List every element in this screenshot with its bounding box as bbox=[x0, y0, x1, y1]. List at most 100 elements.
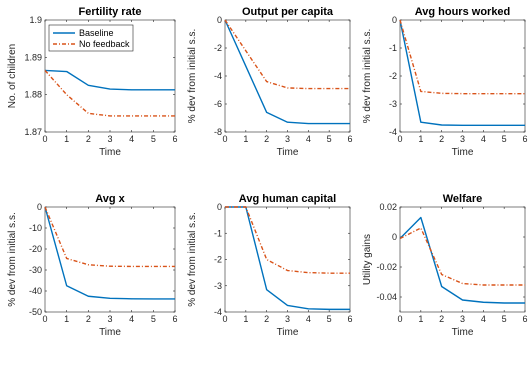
y-tick-label: -4 bbox=[389, 127, 397, 137]
y-axis-label: % dev from initial s.s. bbox=[187, 29, 198, 123]
x-tick-label: 1 bbox=[418, 134, 423, 144]
x-axis-label: Time bbox=[277, 327, 299, 338]
x-tick-label: 4 bbox=[129, 314, 134, 324]
y-tick-label: 1.9 bbox=[29, 15, 42, 25]
x-tick-label: 0 bbox=[42, 134, 47, 144]
y-tick-label: 0.02 bbox=[379, 202, 397, 212]
y-tick-label: -50 bbox=[29, 307, 42, 317]
y-tick-label: -4 bbox=[214, 307, 222, 317]
axes-box bbox=[44, 206, 176, 313]
x-tick-label: 6 bbox=[347, 134, 352, 144]
y-tick-label: -3 bbox=[389, 99, 397, 109]
x-tick-label: 6 bbox=[347, 314, 352, 324]
x-axis-label: Time bbox=[99, 327, 121, 338]
y-tick-label: -2 bbox=[389, 71, 397, 81]
chart-panel-3: Avg hours worked 0 1 2 3 4 5 6 -4 -3 -2 -1 0 Time % de… bbox=[362, 6, 528, 158]
x-tick-label: 5 bbox=[502, 134, 507, 144]
x-tick-label: 2 bbox=[439, 134, 444, 144]
chart-panel-6: Welfare 0 1 2 3 4 5 6 -0.04 -0.02 0 0.02 Time Utility… bbox=[362, 193, 528, 338]
x-tick-label: 3 bbox=[107, 134, 112, 144]
y-tick-label: 0 bbox=[392, 15, 397, 25]
x-tick-label: 2 bbox=[86, 134, 91, 144]
x-tick-label: 0 bbox=[397, 314, 402, 324]
x-tick-label: 3 bbox=[285, 314, 290, 324]
legend-box bbox=[48, 24, 134, 52]
x-tick-label: 5 bbox=[151, 134, 156, 144]
x-tick-label: 6 bbox=[172, 314, 177, 324]
y-tick-label: -0.02 bbox=[376, 262, 397, 272]
x-tick-label: 0 bbox=[397, 134, 402, 144]
x-tick-label: 4 bbox=[306, 314, 311, 324]
axes-box bbox=[224, 19, 351, 133]
y-axis-label: % dev from initial s.s. bbox=[7, 212, 18, 306]
y-tick-label: -6 bbox=[214, 99, 222, 109]
x-tick-label: 5 bbox=[151, 314, 156, 324]
y-tick-label: -4 bbox=[214, 71, 222, 81]
y-tick-label: -8 bbox=[214, 127, 222, 137]
x-axis-label: Time bbox=[452, 327, 474, 338]
y-tick-label: 0 bbox=[217, 202, 222, 212]
chart-title: Fertility rate bbox=[79, 6, 142, 18]
x-tick-label: 4 bbox=[481, 314, 486, 324]
chart-title: Avg human capital bbox=[239, 193, 336, 205]
x-tick-label: 2 bbox=[86, 314, 91, 324]
y-tick-label: -0.04 bbox=[376, 292, 397, 302]
series-line-baseline bbox=[44, 206, 175, 300]
x-tick-label: 1 bbox=[243, 134, 248, 144]
y-tick-label: 1.88 bbox=[24, 90, 42, 100]
series-line-baseline bbox=[44, 69, 175, 91]
series-line-baseline bbox=[399, 19, 525, 126]
y-tick-label: -2 bbox=[214, 255, 222, 265]
series-line-no-feedback bbox=[399, 227, 525, 286]
y-tick-label: -10 bbox=[29, 223, 42, 233]
series-line-baseline bbox=[224, 19, 350, 125]
chart-title: Avg x bbox=[95, 193, 125, 205]
chart-panel-1: Fertility rate 0 1 2 3 4 5 6 1.87 1.88 1.89 1.9 Time… bbox=[7, 6, 178, 158]
y-tick-label: -1 bbox=[389, 43, 397, 53]
x-axis-label: Time bbox=[452, 147, 474, 158]
y-tick-label: 1.87 bbox=[24, 127, 42, 137]
y-tick-label: 1.89 bbox=[24, 52, 42, 62]
x-tick-label: 1 bbox=[64, 134, 69, 144]
y-axis-label: % dev from initial s.s. bbox=[362, 29, 373, 123]
chart-title: Avg hours worked bbox=[415, 6, 511, 18]
x-tick-label: 5 bbox=[502, 314, 507, 324]
series-line-no-feedback bbox=[44, 69, 175, 117]
y-tick-label: -40 bbox=[29, 286, 42, 296]
x-tick-label: 3 bbox=[460, 314, 465, 324]
x-tick-label: 1 bbox=[418, 314, 423, 324]
series-line-no-feedback bbox=[399, 19, 525, 95]
x-tick-label: 6 bbox=[522, 134, 527, 144]
y-tick-label: -20 bbox=[29, 244, 42, 254]
x-tick-label: 1 bbox=[64, 314, 69, 324]
x-tick-label: 4 bbox=[481, 134, 486, 144]
x-tick-label: 6 bbox=[522, 314, 527, 324]
x-tick-label: 6 bbox=[172, 134, 177, 144]
y-tick-label: -2 bbox=[214, 43, 222, 53]
series-line-baseline bbox=[399, 216, 525, 304]
series-line-no-feedback bbox=[44, 206, 175, 268]
chart-panel-4: Avg x 0 1 2 3 4 5 6 -50 -40 -30 -20 -10 0 Time % dev fr… bbox=[7, 193, 178, 338]
y-axis-label: No. of children bbox=[7, 44, 18, 108]
x-tick-label: 2 bbox=[264, 314, 269, 324]
x-tick-label: 3 bbox=[460, 134, 465, 144]
x-tick-label: 1 bbox=[243, 314, 248, 324]
x-axis-label: Time bbox=[99, 147, 121, 158]
y-tick-label: 0 bbox=[392, 232, 397, 242]
chart-title: Welfare bbox=[443, 193, 483, 205]
series-line-no-feedback bbox=[224, 19, 350, 90]
legend-label-baseline: Baseline bbox=[79, 28, 114, 38]
x-tick-label: 4 bbox=[306, 134, 311, 144]
x-tick-label: 5 bbox=[327, 314, 332, 324]
x-axis-label: Time bbox=[277, 147, 299, 158]
chart-panel-2: Output per capita 0 1 2 3 4 5 6 -8 -6 -4 -2 0 Time % d… bbox=[187, 6, 353, 158]
series-line-no-feedback bbox=[225, 206, 350, 274]
axes-box bbox=[399, 19, 526, 133]
x-tick-label: 0 bbox=[222, 314, 227, 324]
axes-box bbox=[399, 206, 526, 313]
x-tick-label: 3 bbox=[107, 314, 112, 324]
y-tick-label: -3 bbox=[214, 281, 222, 291]
y-tick-label: -1 bbox=[214, 228, 222, 238]
